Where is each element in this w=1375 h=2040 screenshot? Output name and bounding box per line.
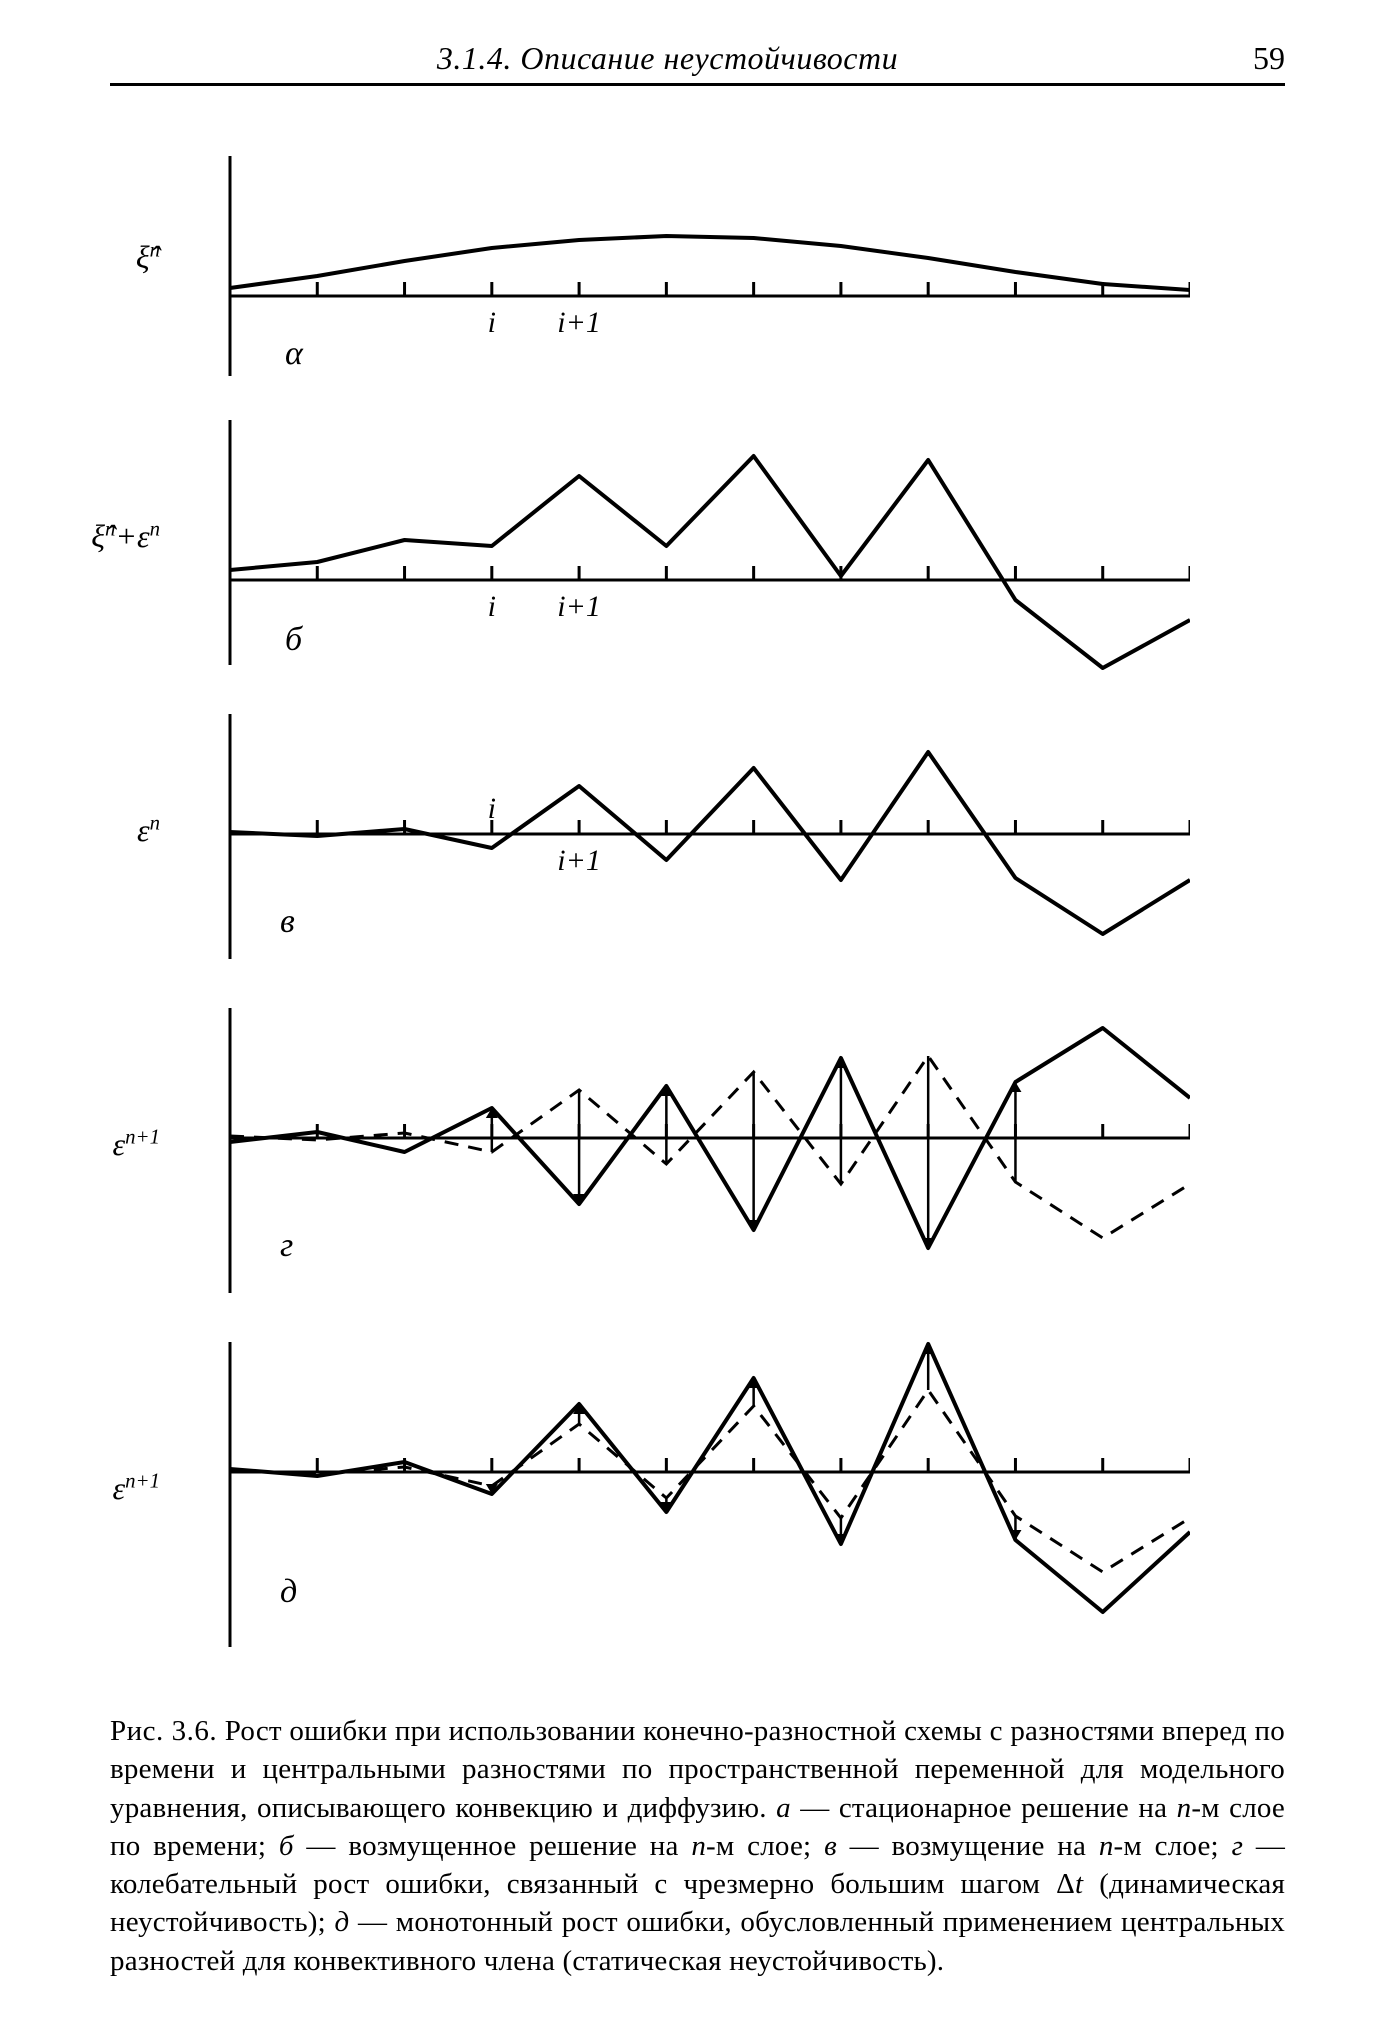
- panel-svg: д: [170, 1332, 1190, 1652]
- panel-b: ξ̂n+εnii+1б: [170, 410, 1285, 670]
- svg-text:в: в: [280, 903, 295, 940]
- panel-svg: i i+1 α: [170, 146, 1190, 376]
- svg-text:г: г: [280, 1227, 293, 1264]
- panel-g: εn+1г: [170, 998, 1285, 1298]
- svg-text:i: i: [488, 590, 496, 623]
- y-axis-label: ξ̂n+εn: [91, 517, 160, 555]
- page-number: 59: [1225, 40, 1285, 77]
- section-title: 3.1.4. Описание неустойчивости: [110, 40, 1225, 77]
- panel-svg: i i+1 б: [170, 410, 1190, 670]
- figure-caption: Рис. 3.6. Рост ошибки при использовании …: [110, 1712, 1285, 1980]
- svg-text:i+1: i+1: [557, 844, 601, 877]
- panel-svg: г: [170, 998, 1190, 1298]
- figure-panels: ξ̂nii+1αξ̂n+εnii+1бεnii+1вεn+1гεn+1д: [170, 146, 1285, 1652]
- page: 3.1.4. Описание неустойчивости 59 ξ̂n i i+…: [0, 0, 1375, 2040]
- svg-text:i: i: [488, 792, 496, 825]
- panel-a: ξ̂nii+1α: [170, 146, 1285, 376]
- svg-text:д: д: [280, 1573, 297, 1610]
- svg-text:i+1: i+1: [557, 306, 601, 339]
- panel-d: εn+1д: [170, 1332, 1285, 1652]
- y-axis-label: ξ̂n: [136, 238, 160, 276]
- y-axis-label: εn+1: [113, 1469, 160, 1507]
- panel-v: εnii+1в: [170, 704, 1285, 964]
- svg-text:α: α: [285, 335, 304, 372]
- svg-text:б: б: [285, 621, 304, 658]
- running-head: 3.1.4. Описание неустойчивости 59: [110, 40, 1285, 86]
- panel-svg: i i+1 в: [170, 704, 1190, 964]
- y-axis-label: εn: [137, 811, 160, 849]
- svg-text:i: i: [488, 306, 496, 339]
- svg-text:i+1: i+1: [557, 590, 601, 623]
- y-axis-label: εn+1: [113, 1125, 160, 1163]
